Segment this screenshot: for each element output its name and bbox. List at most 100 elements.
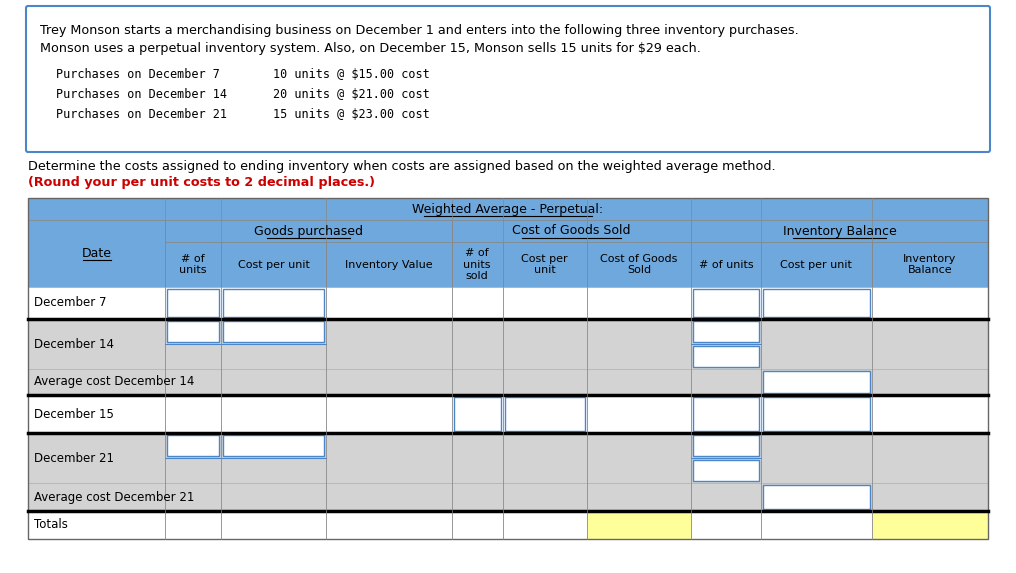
Bar: [166, 483, 221, 511]
Bar: [761, 483, 872, 511]
Bar: [691, 433, 761, 483]
Bar: [691, 369, 761, 395]
Bar: [326, 483, 451, 511]
Bar: [691, 319, 761, 369]
Bar: [763, 397, 870, 431]
Text: Totals: Totals: [34, 519, 68, 532]
Bar: [221, 483, 326, 511]
Text: Purchases on December 21: Purchases on December 21: [56, 108, 227, 121]
Bar: [453, 397, 501, 431]
Bar: [221, 242, 326, 287]
Text: Cost of Goods
Sold: Cost of Goods Sold: [600, 254, 678, 275]
Bar: [503, 395, 586, 433]
Bar: [872, 511, 988, 539]
Bar: [503, 242, 586, 287]
Text: December 14: December 14: [34, 337, 114, 351]
Bar: [872, 433, 988, 483]
Bar: [691, 287, 761, 319]
Bar: [586, 433, 691, 483]
Bar: [451, 369, 503, 395]
Text: December 7: December 7: [34, 296, 107, 309]
Bar: [761, 433, 872, 483]
Bar: [451, 220, 691, 242]
Text: Monson uses a perpetual inventory system. Also, on December 15, Monson sells 15 : Monson uses a perpetual inventory system…: [40, 42, 701, 55]
Text: Inventory Balance: Inventory Balance: [782, 225, 896, 237]
Bar: [693, 289, 759, 317]
Bar: [691, 483, 761, 511]
Bar: [166, 287, 221, 319]
Bar: [586, 287, 691, 319]
Bar: [28, 511, 166, 539]
Text: Date: Date: [81, 247, 112, 260]
Bar: [166, 242, 221, 287]
Text: # of
units
sold: # of units sold: [463, 248, 491, 281]
Bar: [872, 287, 988, 319]
Bar: [761, 319, 872, 369]
Bar: [451, 319, 503, 369]
Bar: [28, 319, 166, 369]
Text: Cost of Goods Sold: Cost of Goods Sold: [512, 225, 631, 237]
Text: 20 units @ $21.00 cost: 20 units @ $21.00 cost: [273, 88, 430, 101]
Bar: [761, 287, 872, 319]
Text: Average cost December 14: Average cost December 14: [34, 375, 194, 388]
Bar: [763, 371, 870, 393]
Bar: [28, 287, 166, 319]
Bar: [693, 321, 759, 342]
Bar: [28, 220, 166, 287]
Bar: [761, 395, 872, 433]
Text: December 21: December 21: [34, 452, 114, 465]
Bar: [326, 242, 451, 287]
Text: 15 units @ $23.00 cost: 15 units @ $23.00 cost: [273, 108, 430, 121]
Bar: [586, 319, 691, 369]
Bar: [763, 485, 870, 509]
Bar: [586, 483, 691, 511]
Bar: [761, 242, 872, 287]
Bar: [166, 511, 221, 539]
Bar: [693, 460, 759, 481]
Text: Cost per unit: Cost per unit: [780, 260, 852, 269]
Bar: [221, 433, 326, 483]
Bar: [586, 369, 691, 395]
Bar: [28, 220, 988, 242]
Bar: [326, 319, 451, 369]
Text: (Round your per unit costs to 2 decimal places.): (Round your per unit costs to 2 decimal …: [28, 176, 375, 189]
Bar: [586, 242, 691, 287]
Bar: [28, 198, 988, 220]
Text: Cost per
unit: Cost per unit: [521, 254, 568, 275]
Bar: [168, 289, 219, 317]
Text: Purchases on December 7: Purchases on December 7: [56, 68, 219, 81]
Text: Trey Monson starts a merchandising business on December 1 and enters into the fo: Trey Monson starts a merchandising busin…: [40, 24, 799, 37]
Bar: [505, 397, 584, 431]
FancyBboxPatch shape: [26, 6, 990, 152]
Bar: [224, 435, 324, 456]
Bar: [221, 287, 326, 319]
Bar: [693, 346, 759, 367]
Text: 10 units @ $15.00 cost: 10 units @ $15.00 cost: [273, 68, 430, 81]
Bar: [28, 198, 988, 539]
Bar: [28, 483, 166, 511]
Bar: [586, 511, 691, 539]
Bar: [763, 289, 870, 317]
Bar: [166, 433, 221, 483]
Bar: [693, 435, 759, 456]
Text: # of
units: # of units: [180, 254, 207, 275]
Text: Cost per unit: Cost per unit: [238, 260, 310, 269]
Bar: [693, 397, 759, 431]
Bar: [872, 483, 988, 511]
Text: Weighted Average - Perpetual:: Weighted Average - Perpetual:: [412, 202, 604, 215]
Bar: [224, 321, 324, 342]
Bar: [451, 395, 503, 433]
Text: # of units: # of units: [699, 260, 754, 269]
Bar: [28, 395, 166, 433]
Bar: [168, 435, 219, 456]
Bar: [166, 395, 221, 433]
Bar: [168, 321, 219, 342]
Bar: [691, 395, 761, 433]
Text: Purchases on December 14: Purchases on December 14: [56, 88, 227, 101]
Bar: [326, 369, 451, 395]
Bar: [221, 511, 326, 539]
Bar: [761, 369, 872, 395]
Bar: [503, 483, 586, 511]
Bar: [221, 319, 326, 369]
Bar: [221, 369, 326, 395]
